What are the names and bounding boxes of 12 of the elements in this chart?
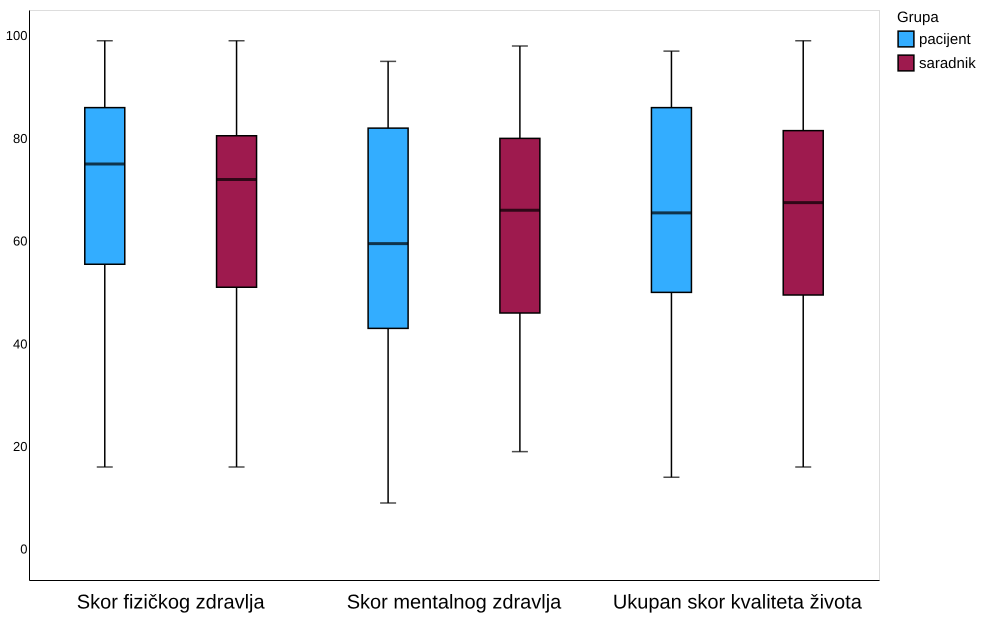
legend-label: saradnik xyxy=(919,55,976,72)
x-tick-label: Skor mentalnog zdravlja xyxy=(346,592,562,614)
y-tick-label: 100 xyxy=(6,28,28,44)
legend-label: pacijent xyxy=(919,31,972,48)
y-tick-label: 60 xyxy=(13,234,28,249)
x-tick-label: Ukupan skor kvaliteta života xyxy=(612,592,863,614)
y-tick-label: 80 xyxy=(13,130,28,146)
y-tick-label: 40 xyxy=(13,336,28,352)
legend-title: Grupa xyxy=(897,9,940,26)
x-tick-label: Skor fizičkog zdravlja xyxy=(76,592,266,614)
y-tick-label: 20 xyxy=(13,438,28,454)
y-tick-label: 0 xyxy=(20,542,28,557)
